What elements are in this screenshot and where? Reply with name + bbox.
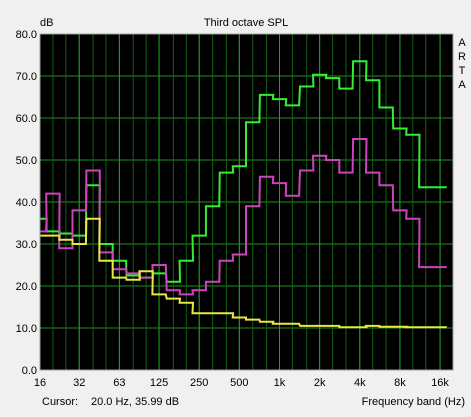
y-tick-label: 20.0 — [16, 281, 37, 293]
x-tick-label: 1k — [274, 377, 286, 389]
series-layer — [40, 60, 447, 329]
x-tick-label: 16k — [431, 377, 449, 389]
x-tick-label: 250 — [190, 377, 208, 389]
series-line-3 — [40, 217, 447, 329]
x-tick-label: 125 — [150, 377, 168, 389]
cursor-label: Cursor: — [42, 396, 78, 408]
x-tick-label: 16 — [34, 377, 46, 389]
x-tick-label: 63 — [113, 377, 125, 389]
cursor-value: 20.0 Hz, 35.99 dB — [91, 396, 179, 408]
y-tick-label: 0.0 — [22, 365, 37, 377]
y-axis-label: dB — [40, 17, 53, 29]
y-tick-label: 50.0 — [16, 155, 37, 167]
side-label-letter: A — [458, 79, 466, 91]
y-tick-labels: 0.0 10.0 20.0 30.0 40.0 50.0 60.0 70.0 80.0 — [16, 29, 37, 377]
x-tick-label: 8k — [394, 377, 406, 389]
y-tick-label: 80.0 — [16, 29, 37, 41]
side-label-letter: A — [458, 37, 466, 49]
series-line-1 — [40, 60, 447, 283]
x-tick-label: 2k — [314, 377, 326, 389]
x-tick-label: 500 — [230, 377, 248, 389]
x-tick-label: 32 — [73, 377, 85, 389]
x-tick-label: 4k — [354, 377, 366, 389]
y-tick-label: 40.0 — [16, 197, 37, 209]
x-axis-label: Frequency band (Hz) — [362, 396, 465, 408]
series-line-2 — [40, 138, 447, 296]
y-tick-label: 70.0 — [16, 71, 37, 83]
side-label-letter: R — [458, 51, 466, 63]
side-label-letter: T — [459, 65, 466, 77]
y-tick-label: 30.0 — [16, 239, 37, 251]
x-tick-labels: 16 32 63 125 250 500 1k 2k 4k 8k 16k — [34, 377, 450, 389]
y-tick-label: 60.0 — [16, 113, 37, 125]
y-tick-label: 10.0 — [16, 323, 37, 335]
plot-frame — [39, 33, 454, 371]
chart-title: Third octave SPL — [204, 17, 288, 29]
